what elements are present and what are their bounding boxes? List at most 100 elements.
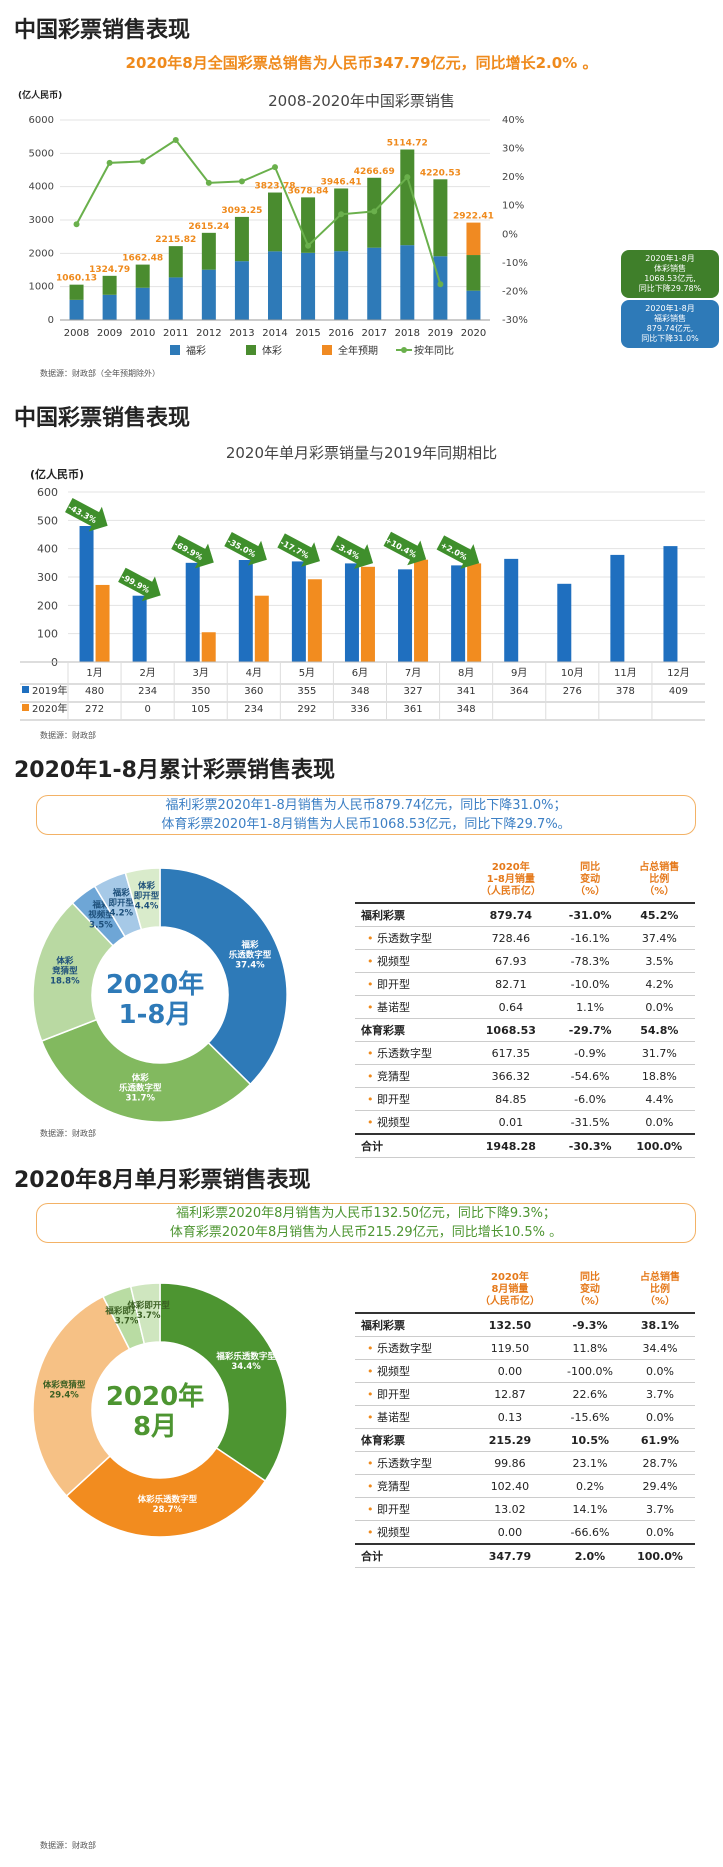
slice-label: 体彩竞猜型 18.8%: [50, 956, 80, 987]
yoy-point: [305, 242, 312, 249]
change-arrow-shape: [383, 531, 427, 566]
change-arrow-shape: [330, 535, 374, 569]
chart1-source: 数据源：财政部（全年预期除外）: [40, 369, 160, 378]
table-cell-value: 99.86: [465, 1451, 555, 1475]
section3-note-line2: 体育彩票2020年1-8月销售为人民币1068.53亿元，同比下降29.7%。: [161, 817, 571, 832]
section3-note: 福利彩票2020年1-8月销售为人民币879.74亿元，同比下降31.0%； 体…: [36, 795, 696, 835]
x-tick-label: 2020: [461, 328, 486, 339]
bar-welfare: [268, 251, 282, 320]
table-cell-yoy: -29.7%: [556, 1018, 624, 1042]
table-cell-value: 1068.53: [465, 1018, 557, 1042]
bar-2020: [95, 584, 110, 662]
y-tick-label: 5000: [29, 148, 54, 159]
table-cell-share: 38.1%: [625, 1313, 695, 1337]
legend-label: 体彩: [262, 345, 282, 357]
table-cell-2020: 0: [144, 704, 150, 715]
bar-2019: [663, 546, 678, 662]
table-cell-name: 即开型: [355, 1497, 465, 1521]
table-cell-yoy: 0.2%: [554, 1474, 625, 1498]
bar-sports: [466, 255, 481, 291]
chart2-monthly-sales: 0100200300400500600-43.3%-99.9%-69.9%-35…: [20, 486, 705, 721]
table-cell-share: 34.4%: [625, 1336, 695, 1360]
bar-2019: [291, 561, 306, 662]
x-tick-label: 6月: [352, 667, 368, 679]
y2-tick-label: 10%: [502, 201, 524, 212]
table-cell-share: 61.9%: [625, 1428, 695, 1452]
slice-label: 福彩即开型 4.2%: [109, 888, 135, 919]
total-label: 3823.78: [255, 182, 296, 192]
table-cell-name: 视频型: [355, 949, 465, 973]
bar-2020: [360, 566, 375, 662]
bar-2020: [201, 632, 216, 662]
bar-2020: [254, 595, 269, 662]
legend-swatch: [170, 345, 180, 355]
y-tick-label: 0: [48, 315, 54, 326]
slice-label: 体彩即开型 3.7%: [127, 1300, 170, 1321]
table-cell-name: 福利彩票: [355, 1313, 465, 1337]
table-cell-yoy: 11.8%: [554, 1336, 625, 1360]
y-tick-label: 6000: [29, 115, 54, 126]
y-tick-label: 600: [37, 486, 58, 499]
table-cell-yoy: -30.3%: [556, 1133, 624, 1158]
x-tick-label: 11月: [614, 667, 637, 679]
table-cell-yoy: -10.0%: [556, 972, 624, 996]
bar-2020: [414, 559, 429, 662]
change-arrow-shape: [224, 532, 267, 566]
table-row: 合计 347.79 2.0% 100.0%: [355, 1543, 695, 1568]
table-cell-name: 即开型: [355, 1087, 465, 1111]
yoy-point: [205, 179, 212, 186]
x-tick-label: 3月: [193, 667, 209, 679]
table-cell-value: 132.50: [465, 1313, 555, 1337]
table-cell-2020: 336: [350, 704, 369, 715]
y2-tick-label: 0%: [502, 229, 518, 240]
bar-sports: [400, 149, 415, 246]
table-row-label: 2019年: [32, 684, 67, 697]
table-cell-2019: 355: [297, 686, 316, 697]
pie2-august: 福彩乐透数字型 34.4% 体彩乐透数字型 28.7% 体彩竞猜型 29.4% 福彩即开型 3…: [32, 1282, 288, 1538]
table-cell-value: 84.85: [465, 1087, 557, 1111]
x-tick-label: 2018: [395, 328, 420, 339]
bar-welfare: [234, 261, 249, 320]
y2-tick-label: 20%: [502, 172, 524, 183]
x-tick-label: 10月: [561, 667, 584, 679]
yoy-point: [238, 178, 245, 185]
table-cell-value: 347.79: [465, 1543, 555, 1568]
table-cell-yoy: 14.1%: [554, 1497, 625, 1521]
table-cell-name: 合计: [355, 1543, 465, 1568]
pie2-center-label: 2020年 8月: [105, 1382, 205, 1442]
donut-slice: [40, 1018, 252, 1123]
bar-sports: [268, 192, 282, 252]
legend-swatch: [246, 345, 256, 355]
pie1-center-label: 2020年 1-8月: [105, 970, 205, 1030]
table-cell-share: 18.8%: [623, 1064, 695, 1088]
pie2-source: 数据源：财政部: [40, 1841, 96, 1850]
donut-slice: [159, 1282, 288, 1482]
total-label: 3678.84: [288, 186, 329, 196]
bar-welfare: [301, 252, 316, 320]
bar-welfare: [168, 277, 183, 320]
y2-tick-label: -20%: [502, 286, 528, 297]
total-label: 3093.25: [221, 206, 262, 216]
bar-2020: [467, 563, 482, 662]
bar-welfare: [201, 269, 216, 320]
section4-note-line2: 体育彩票2020年8月销售为人民币215.29亿元，同比增长10.5% 。: [169, 1225, 563, 1240]
table-cell-name: 基诺型: [355, 995, 465, 1019]
table-cell-name: 即开型: [355, 972, 465, 996]
table-cell-value: 0.01: [465, 1110, 557, 1135]
slice-label: 福彩乐透数字型 34.4%: [215, 1351, 276, 1372]
x-tick-label: 2月: [139, 667, 155, 679]
table-row: 体育彩票 1068.53 -29.7% 54.8%: [355, 1018, 695, 1042]
yoy-point: [404, 174, 411, 181]
table-cell-2019: 234: [138, 686, 157, 697]
x-tick-label: 7月: [405, 667, 421, 679]
chart1-unit: (亿人民币): [18, 91, 63, 101]
table-cell-yoy: 10.5%: [554, 1428, 625, 1452]
table-cell-name: 即开型: [355, 1382, 465, 1406]
section4-note: 福利彩票2020年8月销售为人民币132.50亿元，同比下降9.3%； 体育彩票…: [36, 1203, 696, 1243]
